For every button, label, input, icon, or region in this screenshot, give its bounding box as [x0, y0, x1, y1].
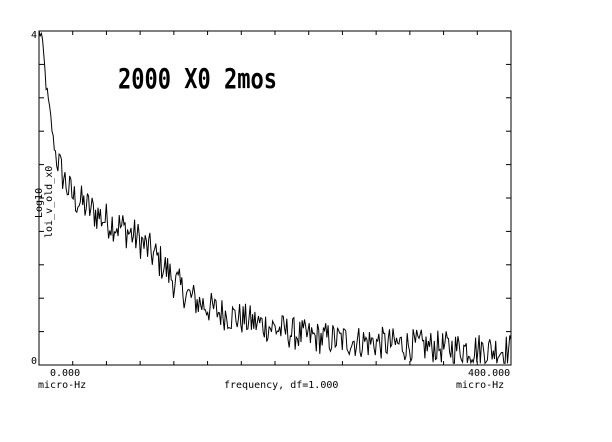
y-tick-top-label: 4 — [31, 30, 38, 41]
series-line — [38, 30, 512, 365]
chart-title: 2000 X0 2mos — [118, 64, 277, 96]
axis-ticks — [39, 31, 511, 365]
x-tick-left-label: 0.000 — [50, 368, 81, 379]
x-axis-label: frequency, df=1.000 — [224, 380, 339, 391]
x-tick-right-label: 400.000 — [468, 368, 511, 379]
x-unit-right-label: micro-Hz — [456, 380, 505, 391]
x-unit-left-label: micro-Hz — [38, 380, 87, 391]
y-axis-label-line2: loi_v_old_x0 — [44, 165, 55, 238]
y-tick-bottom-label: 0 — [31, 356, 38, 367]
